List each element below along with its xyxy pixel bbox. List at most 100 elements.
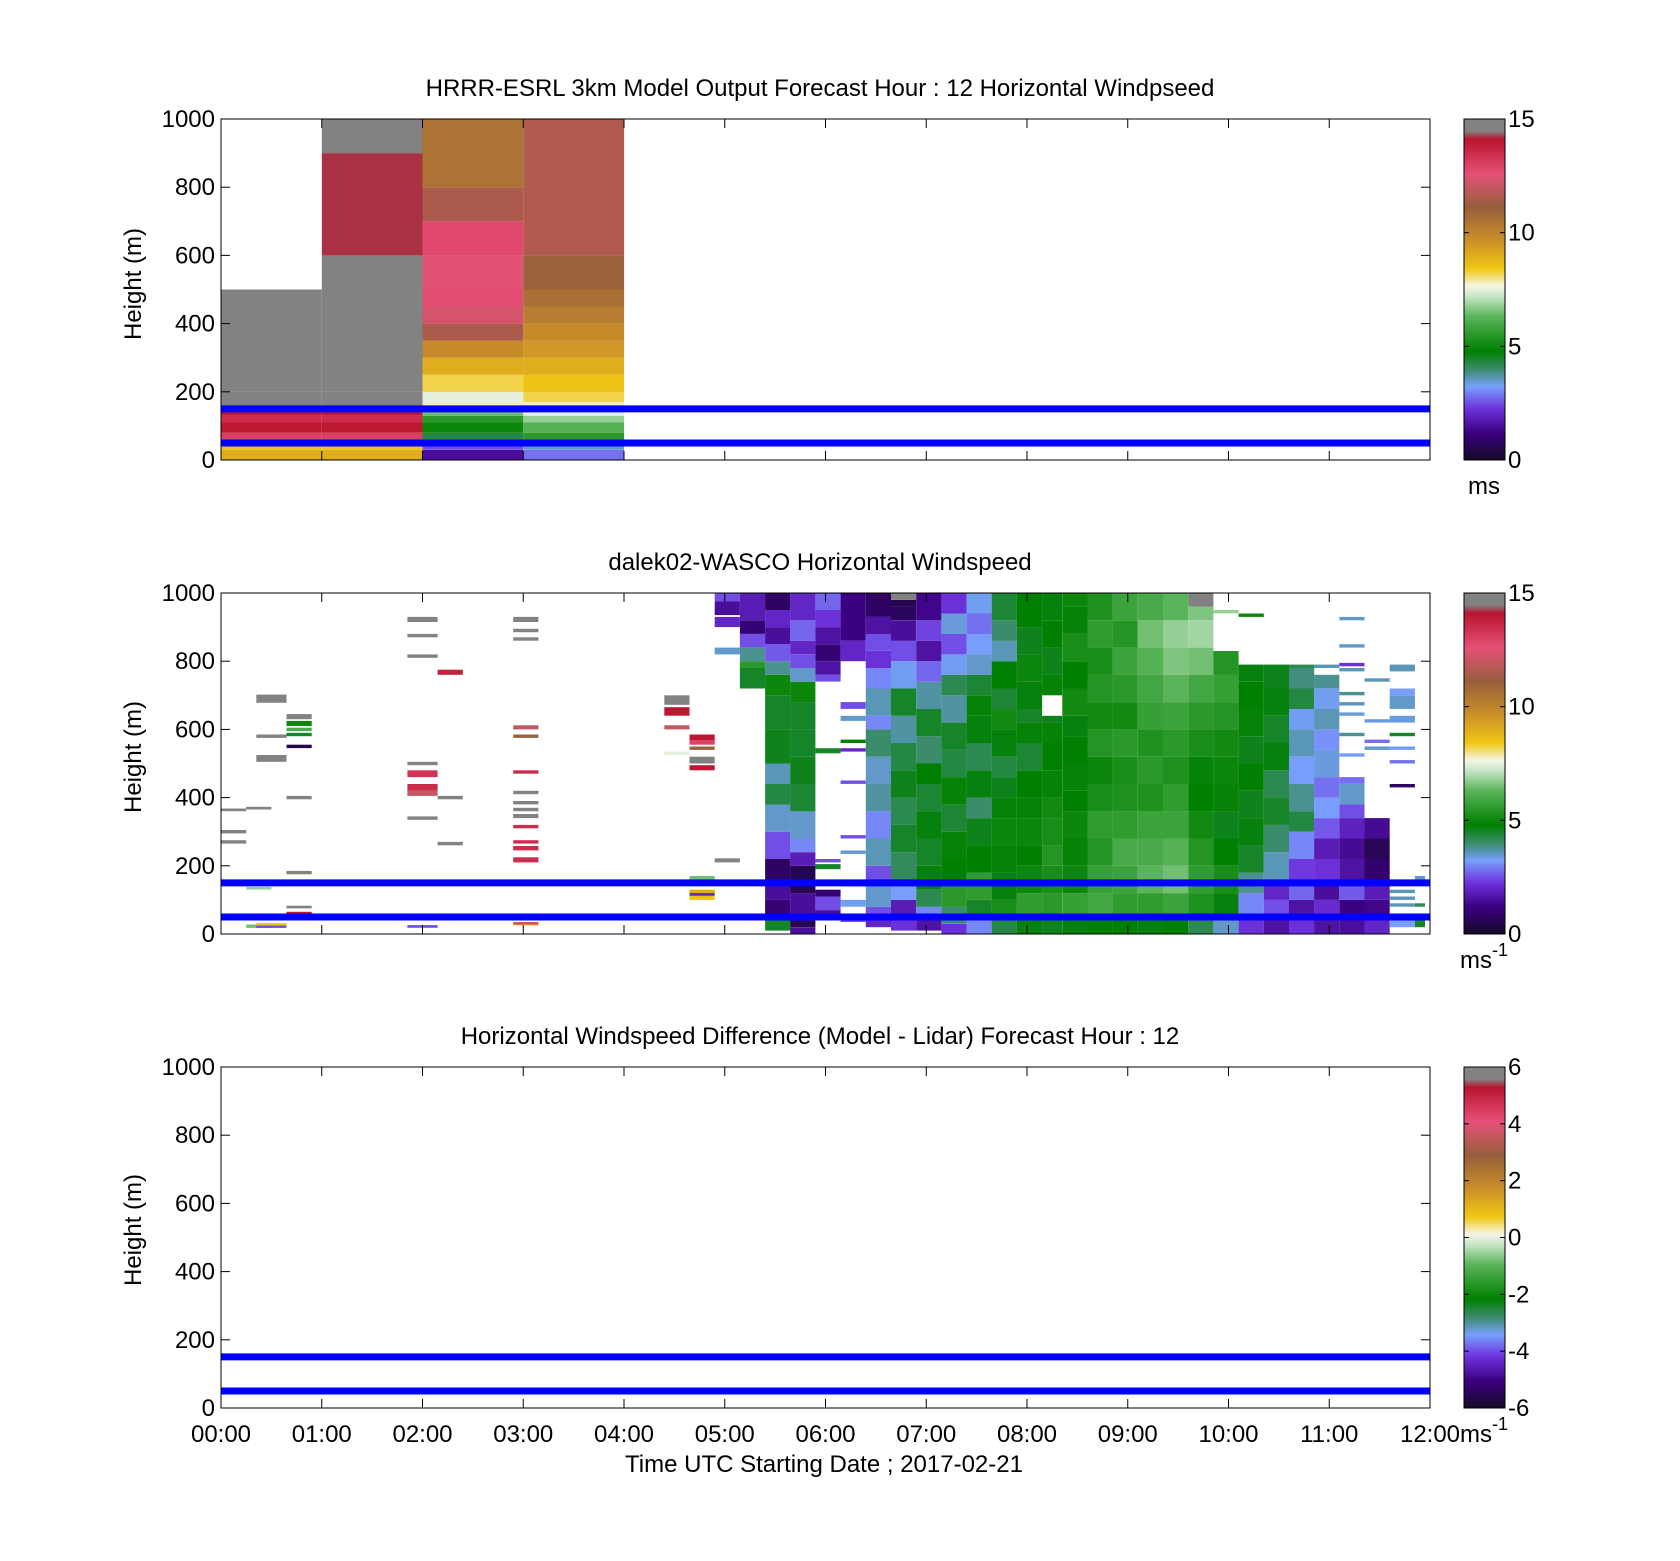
- heatmap-cell: [714, 647, 740, 655]
- heatmap-cell: [1289, 811, 1315, 832]
- colorbar: [1463, 118, 1506, 461]
- heatmap-cell: [1163, 674, 1189, 703]
- heatmap-cell: [422, 221, 524, 256]
- heatmap-cell: [739, 633, 766, 648]
- heatmap-cell: [765, 644, 791, 662]
- colorbar-tick-label: 4: [1508, 1111, 1521, 1138]
- heatmap-cell: [1314, 920, 1340, 934]
- heatmap-cell: [865, 882, 891, 907]
- heatmap-cell: [1087, 620, 1113, 648]
- heatmap-cell: [991, 845, 1017, 873]
- colorbar-tick-label: -6: [1508, 1395, 1529, 1422]
- heatmap-cell: [916, 784, 942, 812]
- heatmap-cell: [221, 449, 322, 460]
- heatmap-cell: [1389, 746, 1415, 750]
- heatmap-cell: [1339, 920, 1365, 934]
- x-tick-label: 12:00: [1400, 1421, 1460, 1448]
- heatmap-cell: [941, 831, 967, 859]
- heatmap-cell: [1087, 702, 1113, 730]
- colorbar-tick-label: 15: [1508, 106, 1535, 133]
- x-tick-label: 04:00: [594, 1421, 654, 1448]
- heatmap-cell: [916, 763, 942, 784]
- heatmap-cell: [1213, 729, 1239, 757]
- heatmap-cell: [523, 255, 625, 290]
- heatmap-cell: [739, 661, 766, 668]
- heatmap-cell: [815, 674, 841, 682]
- heatmap-cell: [865, 920, 891, 928]
- heatmap-cell: [256, 694, 287, 703]
- heatmap-cell: [1238, 818, 1264, 846]
- heatmap-cell: [437, 795, 463, 800]
- heatmap-cell: [1087, 784, 1113, 812]
- heatmap-cell: [1389, 760, 1415, 764]
- heatmap-cell: [840, 835, 866, 839]
- heatmap-cell: [246, 886, 272, 890]
- heatmap-cell: [840, 899, 866, 907]
- colorbar-unit-superscript: -1: [1492, 1414, 1508, 1434]
- heatmap-cell: [1188, 674, 1214, 703]
- heatmap-cell: [286, 795, 312, 800]
- heatmap-cell: [790, 784, 816, 812]
- y-tick-label: 800: [175, 1122, 215, 1149]
- heatmap-cell: [1016, 627, 1043, 655]
- heatmap-cell: [840, 739, 866, 743]
- heatmap-cell: [891, 593, 917, 600]
- heatmap-cell: [966, 593, 992, 614]
- heatmap-cell: [1289, 859, 1315, 880]
- heatmap-cell: [1289, 688, 1315, 709]
- heatmap-cell: [1339, 691, 1365, 696]
- y-tick-label: 400: [175, 311, 215, 338]
- heatmap-cell: [246, 806, 272, 810]
- heatmap-cell: [765, 627, 791, 645]
- heatmap-cell: [286, 727, 312, 732]
- heatmap-cell: [1062, 790, 1088, 812]
- heatmap-cell: [1213, 920, 1239, 934]
- heatmap-cell: [790, 620, 816, 641]
- heatmap-cell: [765, 593, 791, 610]
- heatmap-cell: [966, 674, 992, 696]
- heatmap-cell: [1213, 651, 1239, 675]
- heatmap-cell: [1339, 804, 1365, 818]
- heatmap-cell: [256, 755, 287, 762]
- heatmap-cell: [407, 770, 438, 778]
- heatmap-cell: [815, 610, 841, 627]
- heatmap-cell: [1016, 654, 1043, 682]
- y-tick-label: 0: [202, 1395, 215, 1422]
- heatmap-cell: [916, 811, 942, 839]
- heatmap-cell: [1213, 784, 1239, 812]
- heatmap-cell: [840, 715, 866, 721]
- heatmap-cell: [523, 289, 625, 307]
- panel-title-model: HRRR-ESRL 3km Model Output Forecast Hour…: [426, 75, 1215, 102]
- heatmap-cell: [513, 616, 539, 622]
- heatmap-cell: [1339, 668, 1365, 672]
- colorbar-tick-label: 5: [1508, 807, 1521, 834]
- colorbar-unit-label: ms-1: [1460, 1414, 1508, 1448]
- y-axis-label-difference: Height (m): [120, 1174, 147, 1286]
- heatmap-cell: [422, 422, 524, 433]
- heatmap-cell: [941, 886, 967, 907]
- heatmap-cell: [1364, 859, 1390, 880]
- heatmap-cell: [523, 449, 625, 460]
- heatmap-cell: [664, 725, 690, 730]
- heatmap-cell: [221, 422, 322, 433]
- heatmap-cell: [1042, 674, 1063, 696]
- heatmap-cell: [321, 289, 423, 392]
- heatmap-cell: [513, 857, 539, 863]
- heatmap-cell: [815, 627, 841, 645]
- heatmap-cell: [765, 831, 791, 859]
- heatmap-cell: [1314, 664, 1340, 668]
- heatmap-cell: [1238, 920, 1264, 934]
- heatmap-cell: [739, 620, 766, 634]
- heatmap-cell: [1289, 664, 1315, 668]
- heatmap-cell: [991, 593, 1017, 621]
- heatmap-cell: [1163, 593, 1189, 621]
- heatmap-cell: [1339, 818, 1365, 839]
- heatmap-cell: [991, 777, 1017, 798]
- heatmap-cell: [422, 306, 524, 324]
- heatmap-cell: [689, 740, 715, 745]
- heatmap-cell: [1163, 647, 1189, 675]
- heatmap-cell: [1087, 838, 1113, 866]
- heatmap-cell: [689, 891, 715, 896]
- heatmap-cell: [1087, 593, 1113, 621]
- heatmap-cell: [1137, 620, 1163, 648]
